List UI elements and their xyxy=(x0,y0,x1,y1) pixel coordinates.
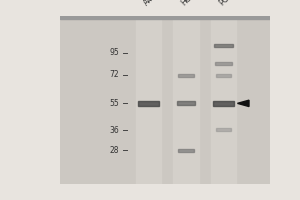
Bar xyxy=(214,44,233,47)
Bar xyxy=(215,62,232,65)
Text: A431: A431 xyxy=(142,0,162,8)
Bar xyxy=(213,101,234,106)
Bar xyxy=(211,16,236,184)
Bar xyxy=(136,16,161,184)
Polygon shape xyxy=(238,100,249,107)
Bar xyxy=(217,128,231,131)
Text: 95: 95 xyxy=(109,48,119,57)
Bar xyxy=(60,16,270,19)
Text: 36: 36 xyxy=(109,126,119,135)
Text: 72: 72 xyxy=(109,70,119,79)
Bar xyxy=(176,101,196,105)
Text: PC-3: PC-3 xyxy=(218,0,236,8)
Bar xyxy=(173,16,199,184)
Bar xyxy=(178,149,194,152)
Bar xyxy=(178,74,194,77)
Text: Hela: Hela xyxy=(180,0,198,8)
Text: 28: 28 xyxy=(109,146,119,155)
Bar xyxy=(138,101,159,106)
Bar xyxy=(217,74,231,77)
Text: 55: 55 xyxy=(109,99,119,108)
